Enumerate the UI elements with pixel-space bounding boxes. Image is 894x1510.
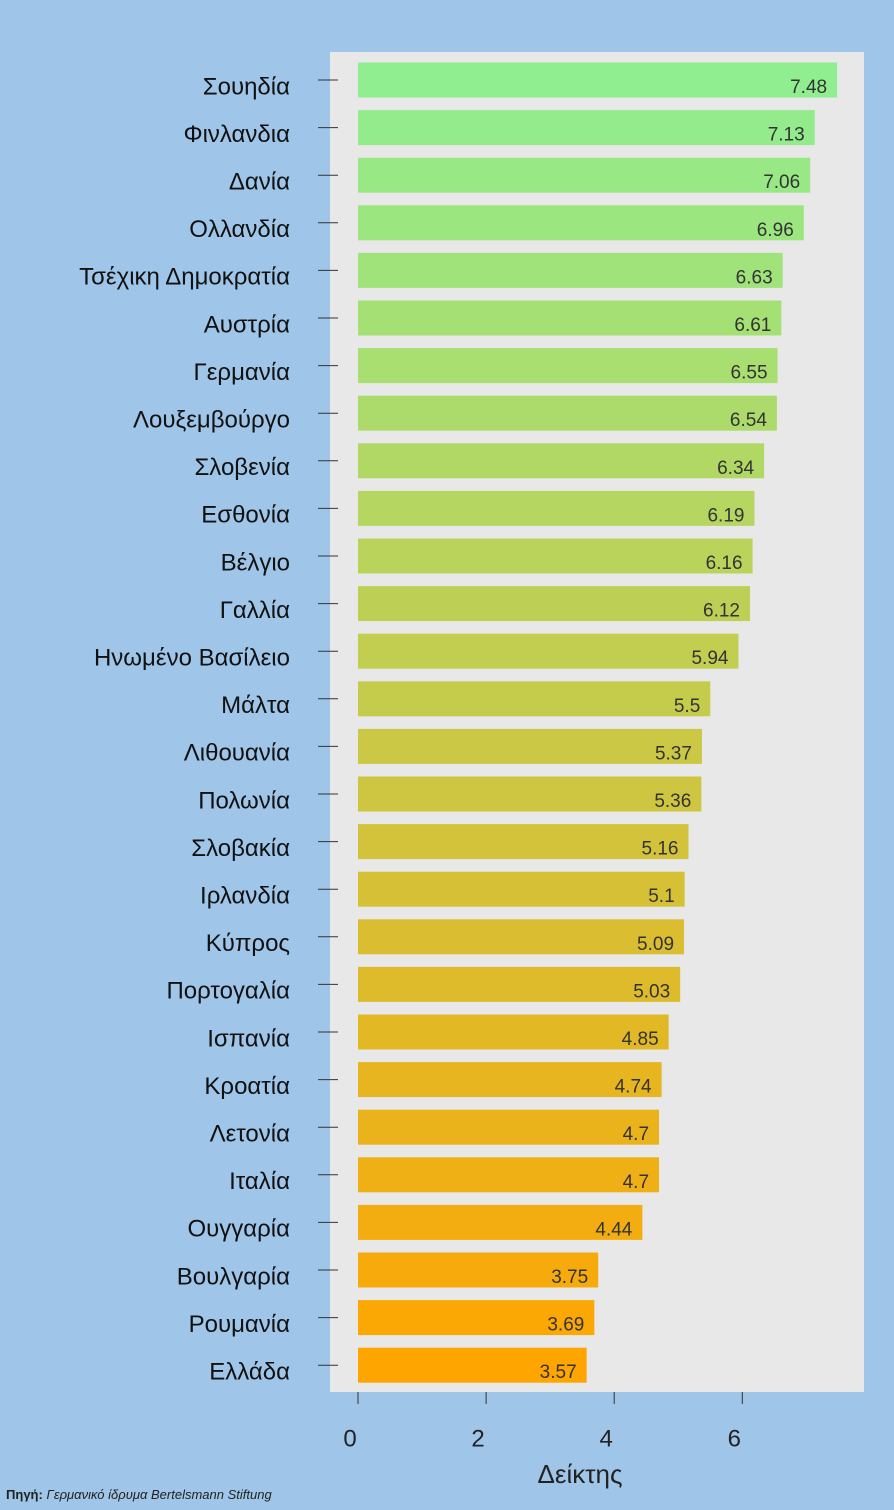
- y-tick-label: Γερμανία: [194, 359, 291, 386]
- y-tick-label: Φινλανδια: [183, 121, 290, 148]
- value-label: 6.55: [731, 363, 768, 384]
- bar: [358, 728, 702, 764]
- x-tick-label: 2: [471, 1425, 484, 1452]
- y-tick-label: Τσέχικη Δημοκρατία: [79, 264, 290, 291]
- bar: [358, 1347, 587, 1383]
- bar: [358, 538, 753, 574]
- value-label: 6.61: [734, 315, 771, 336]
- y-tick-label: Κροατία: [204, 1073, 290, 1100]
- bar: [358, 1204, 643, 1240]
- bar: [358, 633, 739, 669]
- y-tick-label: Ηνωμένο Βασίλειο: [94, 645, 290, 672]
- y-tick-label: Μάλτα: [221, 692, 290, 719]
- bar: [358, 395, 777, 431]
- bar: [358, 966, 681, 1002]
- y-tick-label: Εσθονία: [201, 502, 290, 529]
- value-label: 6.16: [706, 553, 743, 574]
- y-tick-label: Ισπανία: [207, 1025, 290, 1052]
- y-tick-label: Λιθουανία: [184, 740, 290, 767]
- y-tick-label: Ελλάδα: [209, 1359, 290, 1386]
- value-label: 4.44: [595, 1219, 632, 1240]
- y-tick-label: Ουγγαρία: [187, 1216, 290, 1243]
- y-tick-label: Πολωνία: [198, 787, 290, 814]
- source: Πηγή: Γερμανικό ίδρυμα Bertelsmann Stift…: [6, 1487, 272, 1502]
- bar: [358, 824, 689, 860]
- source-label: Πηγή:: [6, 1487, 43, 1502]
- value-label: 3.69: [547, 1315, 584, 1336]
- bar: [358, 1109, 660, 1145]
- bar: [358, 62, 838, 98]
- y-tick-label: Λουξεμβούργο: [133, 407, 290, 434]
- y-tick-label: Κύπρος: [206, 930, 290, 957]
- bar: [358, 490, 755, 526]
- value-label: 5.1: [648, 886, 674, 907]
- bar: [358, 157, 811, 193]
- source-text: Γερμανικό ίδρυμα Bertelsmann Stiftung: [46, 1487, 272, 1502]
- value-label: 7.48: [790, 77, 827, 98]
- x-tick-label: 0: [343, 1425, 356, 1452]
- value-label: 7.13: [768, 125, 805, 146]
- bar: [358, 586, 750, 622]
- bar: [358, 1300, 595, 1336]
- value-label: 6.96: [757, 220, 794, 241]
- value-label: 4.74: [615, 1077, 652, 1098]
- bar: [358, 1252, 599, 1288]
- value-label: 5.94: [691, 648, 728, 669]
- y-tick-label: Σουηδία: [203, 73, 290, 100]
- bar: [358, 110, 815, 146]
- value-label: 3.75: [551, 1267, 588, 1288]
- y-tick-label: Ολλανδία: [189, 216, 290, 243]
- value-label: 6.19: [707, 505, 744, 526]
- y-tick-label: Σλοβενία: [194, 454, 290, 481]
- value-label: 5.16: [642, 839, 679, 860]
- value-label: 5.03: [633, 981, 670, 1002]
- y-tick-label: Ιταλία: [229, 1168, 290, 1195]
- value-label: 4.7: [623, 1124, 649, 1145]
- y-tick-label: Ιρλανδία: [200, 883, 290, 910]
- bar: [358, 919, 685, 955]
- y-tick-label: Αυστρία: [204, 311, 290, 338]
- bar: [358, 681, 711, 717]
- bar: [358, 1014, 669, 1050]
- value-label: 5.37: [655, 743, 692, 764]
- value-label: 4.7: [623, 1172, 649, 1193]
- y-tick-label: Πορτογαλία: [166, 978, 290, 1005]
- value-label: 6.63: [736, 267, 773, 288]
- bar: [358, 776, 702, 812]
- value-label: 5.36: [654, 791, 691, 812]
- bar: [358, 300, 782, 336]
- y-tick-label: Σλοβακία: [191, 835, 290, 862]
- x-axis-title: Δείκτης: [538, 1459, 623, 1489]
- value-label: 7.06: [763, 172, 800, 193]
- value-label: 4.85: [622, 1029, 659, 1050]
- x-tick-label: 4: [600, 1425, 613, 1452]
- x-tick-label: 6: [728, 1425, 741, 1452]
- y-tick-label: Γαλλία: [220, 597, 290, 624]
- value-label: 6.54: [730, 410, 767, 431]
- bar: [358, 205, 804, 241]
- value-label: 6.34: [717, 458, 754, 479]
- y-tick-label: Βέλγιο: [221, 549, 290, 576]
- bar: [358, 348, 778, 384]
- bar: [358, 252, 783, 288]
- value-label: 5.5: [674, 696, 700, 717]
- y-tick-label: Βουλγαρία: [177, 1263, 290, 1290]
- y-tick-label: Λετονία: [210, 1121, 291, 1148]
- bar: [358, 1157, 660, 1193]
- y-tick-label: Ρουμανία: [189, 1311, 291, 1338]
- y-tick-label: Δανία: [229, 169, 290, 196]
- value-label: 5.09: [637, 934, 674, 955]
- bar: [358, 871, 685, 907]
- value-label: 6.12: [703, 601, 740, 622]
- value-label: 3.57: [540, 1362, 577, 1383]
- bar: [358, 1062, 662, 1098]
- bar: [358, 443, 765, 479]
